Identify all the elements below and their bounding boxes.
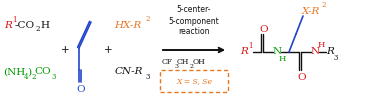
Text: (NH: (NH [3,68,25,76]
Text: H: H [318,41,325,49]
Text: 3: 3 [334,54,338,62]
Text: CN-R: CN-R [115,68,144,76]
Text: CO: CO [34,68,51,76]
Text: reaction: reaction [178,28,210,36]
Text: 4: 4 [24,73,28,81]
Text: 2: 2 [36,25,40,33]
Text: N: N [273,48,282,56]
Text: +: + [104,45,112,55]
Text: 1: 1 [12,16,17,24]
Text: HX-R: HX-R [114,20,141,30]
Text: 3: 3 [174,64,178,68]
Text: CF: CF [162,58,173,66]
Text: H: H [279,55,287,63]
Text: H: H [40,20,49,30]
Text: O: O [297,74,306,82]
Text: 2: 2 [31,73,36,81]
Text: N: N [311,48,320,56]
Text: -CO: -CO [15,20,35,30]
Text: 1: 1 [248,42,253,50]
Text: R: R [4,20,12,30]
Text: R: R [240,48,248,56]
Text: 2: 2 [190,64,194,68]
Text: X-R: X-R [302,6,321,16]
Text: X = S, Se: X = S, Se [176,77,212,85]
Text: 2: 2 [145,15,150,23]
Text: ): ) [27,68,31,76]
Text: 5-component: 5-component [169,16,219,26]
Text: OH: OH [193,58,206,66]
Text: 2: 2 [321,1,325,9]
Text: 5-center-: 5-center- [177,6,211,14]
Text: +: + [61,45,69,55]
Text: R: R [326,48,334,56]
Text: CH: CH [177,58,189,66]
Text: O: O [259,24,268,34]
Text: 3: 3 [51,73,55,81]
Text: 3: 3 [146,73,150,81]
Text: O: O [76,84,85,94]
